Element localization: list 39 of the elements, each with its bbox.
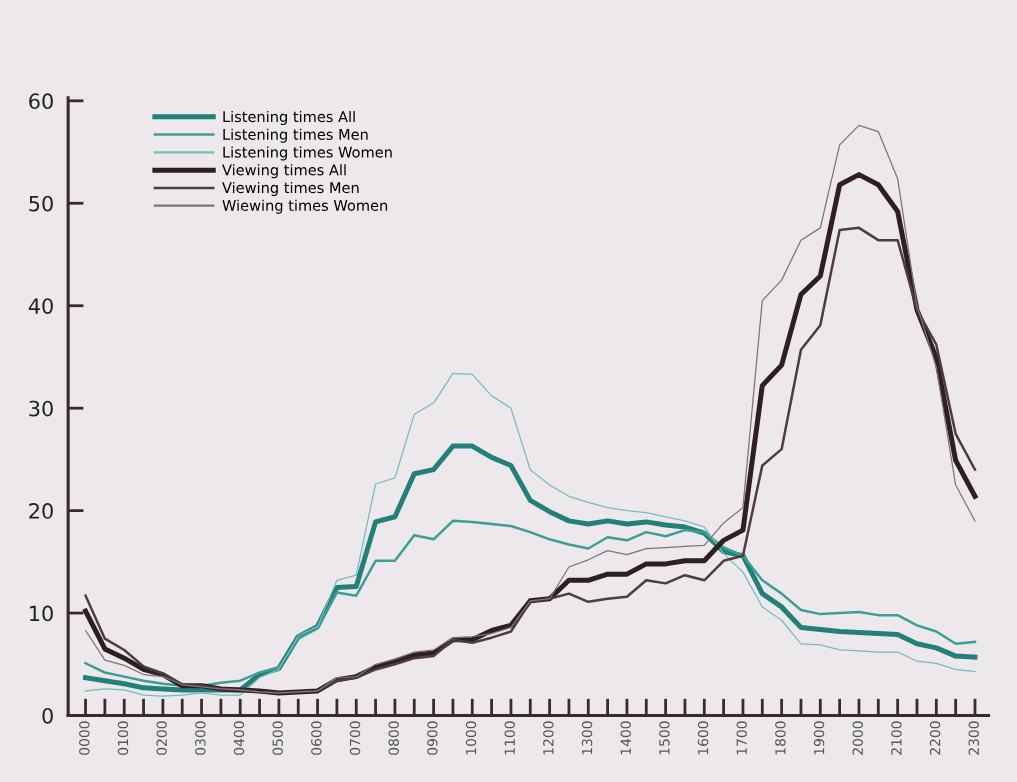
x-tick-label: 1900: [813, 721, 825, 755]
x-tick-label: 1000: [465, 721, 477, 755]
x-tick-label: 0600: [311, 721, 322, 755]
y-tick-label: 60: [29, 93, 53, 110]
legend-label: Viewing times All: [222, 164, 346, 179]
x-tick-label: 0800: [388, 721, 399, 755]
x-tick-label: 1400: [620, 721, 631, 755]
y-tick-label: 20: [29, 503, 53, 519]
x-tick-label: 1700: [736, 721, 747, 755]
y-tick-label: 10: [30, 605, 53, 622]
line-series: [84, 519, 977, 688]
y-tick-label: 40: [28, 298, 53, 314]
x-tick-label: 1200: [543, 721, 554, 755]
x-tick-label: 1500: [659, 721, 670, 755]
x-tick-label: 2100: [891, 721, 902, 755]
x-tick-label: 1800: [775, 721, 786, 755]
legend-label: Listening times All: [223, 110, 355, 125]
x-tick-label: 0200: [156, 721, 167, 755]
x-tick-label: 0500: [272, 721, 283, 755]
x-tick-label: 1600: [697, 721, 709, 755]
x-tick-label: 0900: [427, 721, 438, 755]
legend-label: Wiewing times Women: [222, 199, 388, 214]
x-tick-label: 0000: [79, 721, 90, 755]
x-tick-label: 1100: [504, 721, 515, 755]
y-tick-label: 30: [29, 400, 53, 417]
y-tick-label: 50: [29, 195, 53, 212]
x-tick-label: 2000: [852, 721, 863, 755]
x-tick-label: 0300: [195, 721, 206, 755]
y-tick-label: 0: [42, 707, 53, 724]
x-tick-label: 2300: [968, 721, 980, 755]
x-tick-label: 0700: [349, 721, 361, 755]
x-tick-label: 0100: [117, 721, 129, 755]
x-tick-label: 1300: [581, 721, 593, 755]
x-tick-label: 2200: [929, 721, 941, 755]
x-tick-label: 0400: [233, 721, 245, 755]
legend-label: Viewing times Men: [222, 181, 359, 197]
legend-label: Listening times Men: [223, 128, 368, 143]
legend-label: Listening times Women: [223, 146, 392, 161]
line-series: [84, 372, 976, 697]
